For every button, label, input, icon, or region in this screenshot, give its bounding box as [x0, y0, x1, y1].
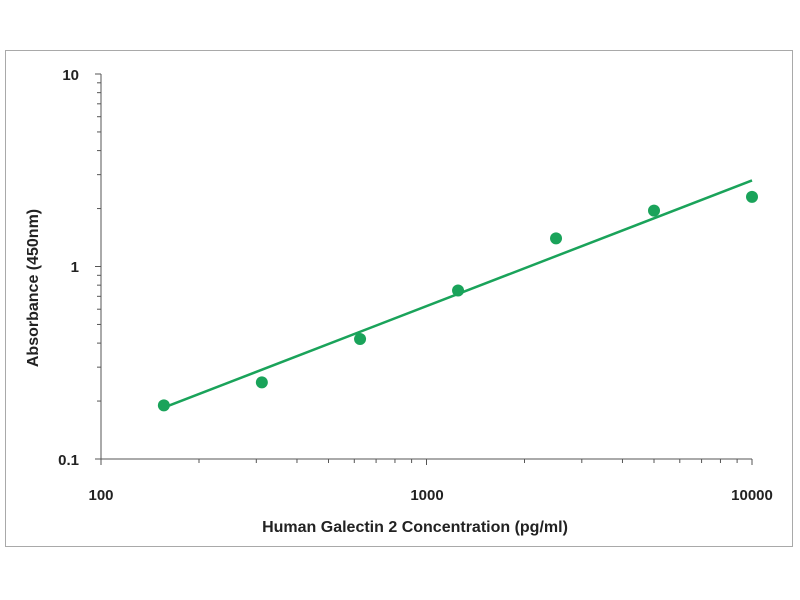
- data-point: [746, 190, 758, 203]
- data-point: [354, 333, 367, 346]
- x-tick-label: 100: [88, 487, 113, 504]
- y-axis-title: Absorbance (450nm): [25, 209, 42, 367]
- chart-frame: [5, 50, 793, 547]
- x-tick-label: 1000: [410, 487, 443, 504]
- y-tick-label: 0.1: [58, 452, 79, 469]
- x-axis-title: Human Galectin 2 Concentration (pg/ml): [262, 519, 568, 536]
- y-tick-label: 10: [62, 67, 79, 84]
- data-point: [255, 376, 268, 389]
- data-point: [157, 399, 170, 412]
- ticks: [95, 73, 753, 465]
- x-tick-label: 10000: [731, 487, 773, 504]
- data-point: [452, 284, 465, 297]
- y-tick-label: 1: [71, 259, 79, 276]
- data-point: [648, 204, 661, 217]
- data-points-layer: [157, 190, 758, 412]
- tick-labels: 10 1 0.1 100 1000 10000: [58, 67, 773, 504]
- data-point: [550, 232, 563, 245]
- axes: [100, 74, 752, 460]
